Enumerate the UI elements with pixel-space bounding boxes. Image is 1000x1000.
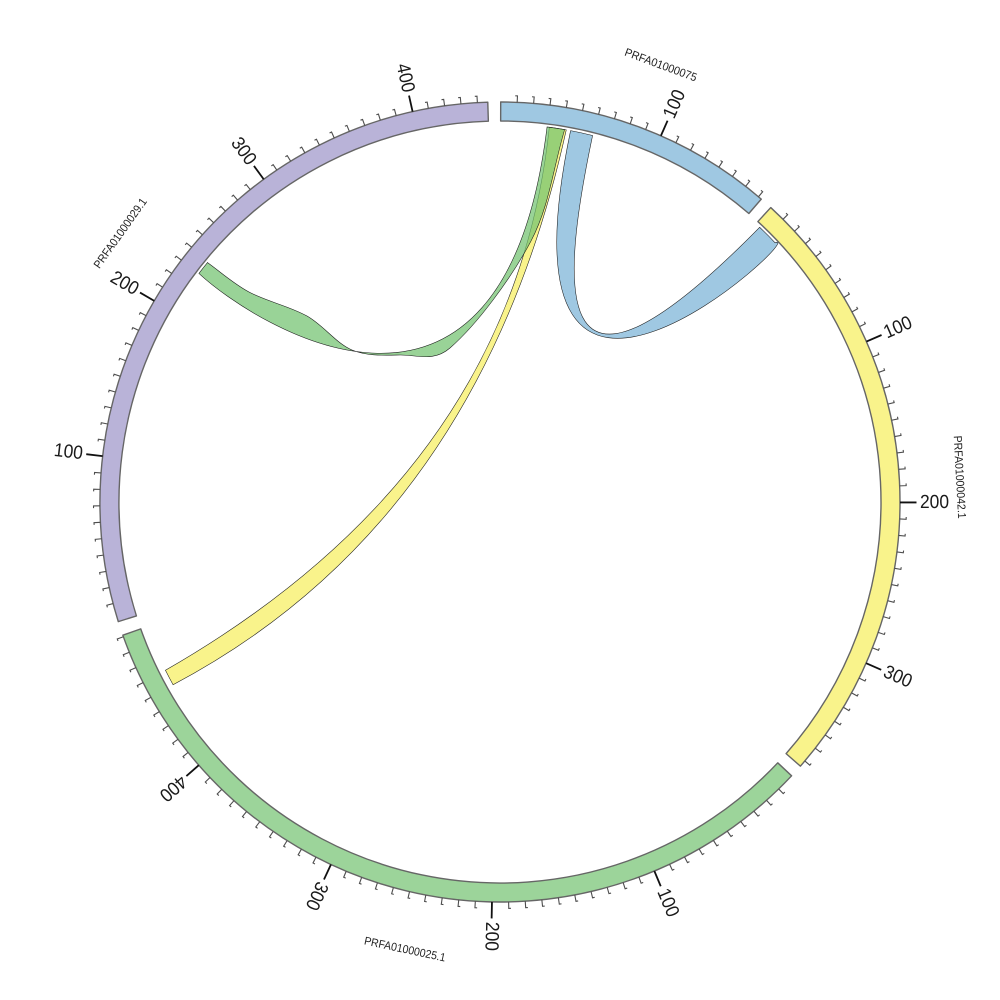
svg-text:100: 100: [53, 440, 84, 464]
svg-text:200: 200: [480, 922, 502, 951]
svg-text:200: 200: [920, 492, 949, 513]
svg-text:PRFA01000042.1: PRFA01000042.1: [951, 435, 967, 519]
